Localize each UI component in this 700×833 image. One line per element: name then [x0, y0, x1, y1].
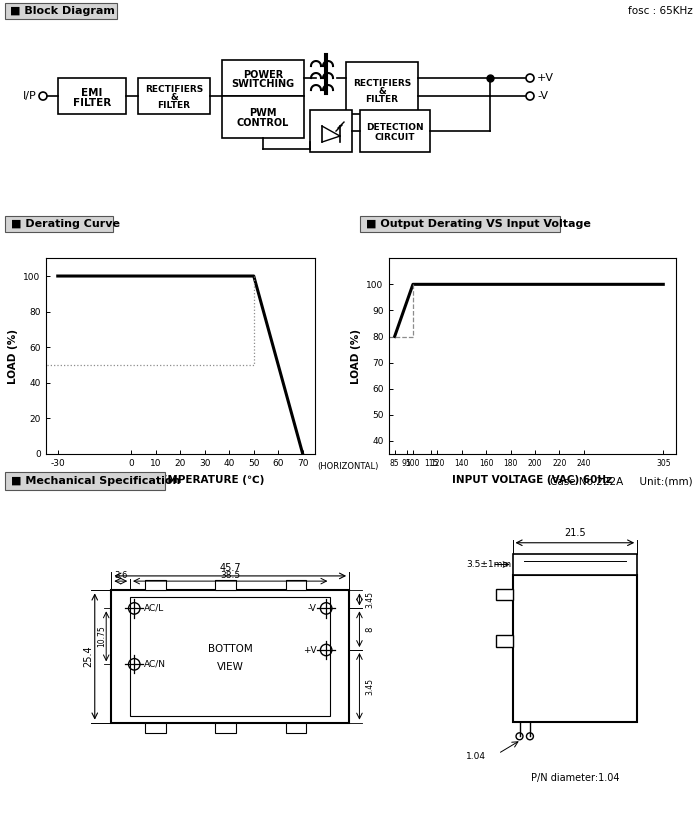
Bar	[360, 110, 430, 152]
Text: FILTER: FILTER	[158, 101, 190, 110]
Text: 1.04: 1.04	[466, 752, 486, 761]
Text: AC/N: AC/N	[144, 660, 166, 669]
Text: Case No.222A     Unit:(mm): Case No.222A Unit:(mm)	[550, 476, 693, 486]
Bar	[286, 722, 307, 733]
Text: 3.45: 3.45	[365, 591, 375, 608]
Text: AC/L: AC/L	[144, 604, 164, 613]
Text: POWER: POWER	[243, 70, 283, 80]
Bar	[216, 722, 236, 733]
Text: &: &	[378, 87, 386, 96]
Bar	[512, 554, 637, 575]
Bar	[360, 216, 560, 232]
Text: 38.5: 38.5	[220, 571, 240, 580]
Bar	[145, 722, 166, 733]
Text: 3.5±1mm: 3.5±1mm	[466, 560, 511, 569]
Text: CONTROL: CONTROL	[237, 118, 289, 128]
Bar	[130, 596, 330, 716]
Text: SWITCHING: SWITCHING	[232, 79, 295, 89]
Bar	[145, 580, 166, 591]
Y-axis label: LOAD (%): LOAD (%)	[8, 328, 18, 384]
X-axis label: AMBIENT TEMPERATURE (℃): AMBIENT TEMPERATURE (℃)	[96, 475, 265, 485]
Bar	[5, 3, 117, 19]
Bar	[496, 636, 512, 646]
Y-axis label: LOAD (%): LOAD (%)	[351, 328, 360, 384]
Text: BOTTOM: BOTTOM	[208, 644, 253, 654]
Bar	[5, 472, 165, 490]
Bar	[512, 575, 637, 722]
Text: 25.4: 25.4	[83, 646, 93, 667]
Text: 3.45: 3.45	[365, 678, 375, 695]
Text: VIEW: VIEW	[217, 662, 244, 672]
Bar	[111, 591, 349, 722]
Text: 10.75: 10.75	[97, 626, 106, 647]
Bar	[496, 589, 512, 601]
Bar	[5, 216, 113, 232]
Bar	[222, 60, 304, 96]
Bar	[138, 78, 210, 114]
Text: &: &	[170, 92, 178, 102]
Text: PWM: PWM	[249, 108, 276, 118]
Text: RECTIFIERS: RECTIFIERS	[353, 78, 411, 87]
X-axis label: INPUT VOLTAGE (VAC) 60Hz: INPUT VOLTAGE (VAC) 60Hz	[452, 475, 612, 485]
Text: -V: -V	[308, 604, 317, 613]
Bar	[310, 110, 352, 152]
Text: DETECTION: DETECTION	[366, 122, 424, 132]
Text: 21.5: 21.5	[564, 528, 586, 538]
Bar	[58, 78, 126, 114]
Text: 8: 8	[365, 626, 375, 632]
Text: 45.7: 45.7	[219, 563, 241, 573]
Text: +V: +V	[303, 646, 317, 655]
Text: fosc : 65KHz: fosc : 65KHz	[629, 6, 693, 16]
Text: P/N diameter:1.04: P/N diameter:1.04	[531, 773, 619, 783]
Text: I/P: I/P	[23, 91, 37, 101]
Bar	[216, 580, 236, 591]
Text: (HORIZONTAL): (HORIZONTAL)	[318, 461, 379, 471]
Text: ■ Output Derating VS Input Voltage: ■ Output Derating VS Input Voltage	[366, 219, 591, 229]
Bar	[222, 96, 304, 138]
Text: 3.6: 3.6	[114, 571, 127, 580]
Text: CIRCUIT: CIRCUIT	[374, 132, 415, 142]
Text: FILTER: FILTER	[365, 94, 398, 103]
Text: FILTER: FILTER	[73, 98, 111, 108]
Text: +V: +V	[537, 73, 554, 83]
Text: ■ Mechanical Specification: ■ Mechanical Specification	[11, 476, 181, 486]
Text: RECTIFIERS: RECTIFIERS	[145, 84, 203, 93]
Text: EMI: EMI	[81, 88, 103, 98]
Text: ■ Block Diagram: ■ Block Diagram	[10, 6, 115, 16]
Bar	[286, 580, 307, 591]
Bar	[346, 62, 418, 114]
Text: -V: -V	[537, 91, 548, 101]
Text: ■ Derating Curve: ■ Derating Curve	[11, 219, 120, 229]
